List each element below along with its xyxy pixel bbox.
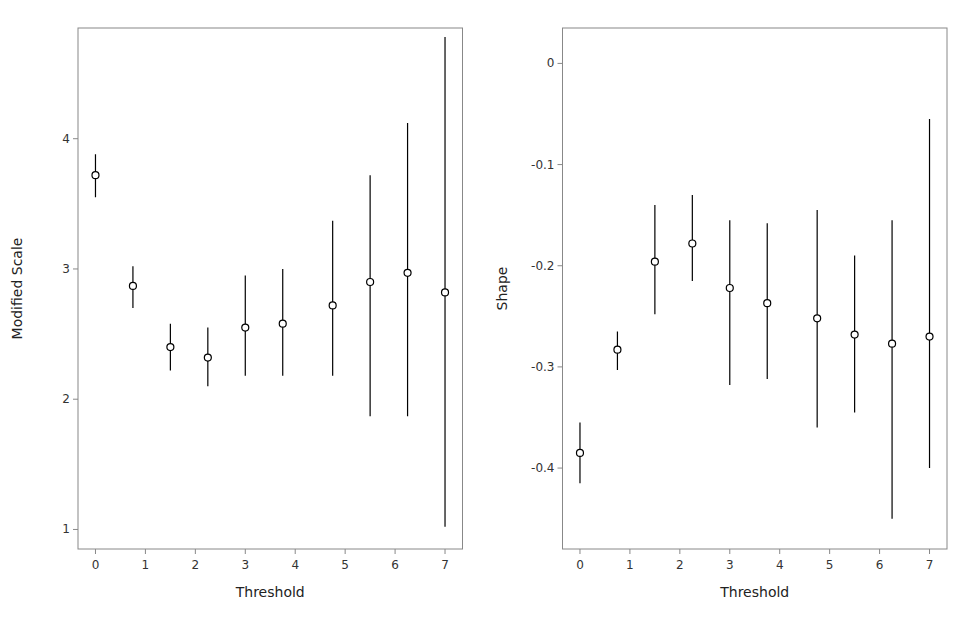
x-tick-label: 1 <box>142 558 150 572</box>
y-tick-label: 1 <box>62 522 70 536</box>
x-tick-label: 7 <box>441 558 449 572</box>
y-tick <box>73 138 78 139</box>
point <box>92 172 99 179</box>
point <box>204 354 211 361</box>
point <box>651 258 658 265</box>
x-tick <box>829 549 830 554</box>
chart-svg: 0 1 2 3 4 5 6 7 1 2 3 4 Threshold Modified Scale 0 1 2 3 4… <box>0 0 969 619</box>
point <box>442 289 449 296</box>
x-tick <box>679 549 680 554</box>
y-tick <box>558 366 563 367</box>
y-tick-label: -0.3 <box>531 360 554 374</box>
x-tick-label: 0 <box>576 558 584 572</box>
panel: 0 1 2 3 4 5 6 7 1 2 3 4 Threshold Modified Scale <box>9 28 463 600</box>
y-tick-label: 3 <box>62 262 70 276</box>
point <box>576 449 583 456</box>
point <box>926 333 933 340</box>
x-tick-label: 3 <box>726 558 734 572</box>
point <box>726 284 733 291</box>
point <box>851 331 858 338</box>
error-bar <box>891 220 892 518</box>
point <box>129 282 136 289</box>
x-tick <box>145 549 146 554</box>
x-tick <box>729 549 730 554</box>
x-tick-label: 5 <box>341 558 349 572</box>
y-tick <box>73 399 78 400</box>
point <box>889 340 896 347</box>
error-bar <box>332 221 333 376</box>
point <box>404 269 411 276</box>
x-tick <box>95 549 96 554</box>
x-tick-label: 0 <box>92 558 100 572</box>
error-bar <box>444 37 445 527</box>
error-bar <box>370 175 371 416</box>
y-axis-label: Modified Scale <box>9 238 25 340</box>
error-bar <box>692 195 693 281</box>
x-axis-label: Threshold <box>235 584 305 600</box>
x-tick-label: 4 <box>291 558 299 572</box>
y-tick-label: 4 <box>62 132 70 146</box>
x-tick <box>345 549 346 554</box>
point <box>329 302 336 309</box>
y-tick-label: -0.2 <box>531 259 554 273</box>
x-tick <box>629 549 630 554</box>
y-tick <box>558 468 563 469</box>
x-tick <box>779 549 780 554</box>
x-tick-label: 5 <box>826 558 834 572</box>
x-tick <box>195 549 196 554</box>
y-tick <box>558 63 563 64</box>
y-tick <box>558 164 563 165</box>
point <box>764 300 771 307</box>
x-tick-label: 2 <box>676 558 684 572</box>
marks <box>576 119 933 519</box>
y-tick <box>73 529 78 530</box>
point <box>814 315 821 322</box>
x-tick <box>879 549 880 554</box>
marks <box>92 37 449 527</box>
x-tick-label: 4 <box>776 558 784 572</box>
y-tick <box>73 268 78 269</box>
y-tick-label: -0.4 <box>531 461 554 475</box>
plot-frame <box>78 28 463 549</box>
x-tick-label: 6 <box>876 558 884 572</box>
y-tick-label: 2 <box>62 392 70 406</box>
x-tick <box>445 549 446 554</box>
x-tick-label: 3 <box>241 558 249 572</box>
x-tick <box>579 549 580 554</box>
x-tick-label: 1 <box>626 558 634 572</box>
y-tick <box>558 265 563 266</box>
x-tick-label: 2 <box>192 558 200 572</box>
x-tick-label: 7 <box>926 558 934 572</box>
point <box>614 346 621 353</box>
y-axis-label: Shape <box>494 267 510 311</box>
point <box>689 240 696 247</box>
x-tick <box>929 549 930 554</box>
y-tick-label: 0 <box>547 56 555 70</box>
x-tick <box>245 549 246 554</box>
x-axis-label: Threshold <box>719 584 789 600</box>
plot-frame <box>563 28 948 549</box>
chart-container: 0 1 2 3 4 5 6 7 1 2 3 4 Threshold Modified Scale 0 1 2 3 4… <box>0 0 969 619</box>
x-tick <box>295 549 296 554</box>
x-tick <box>395 549 396 554</box>
error-bar <box>729 220 730 385</box>
error-bar <box>929 119 930 468</box>
point <box>367 278 374 285</box>
point <box>167 344 174 351</box>
panel: 0 1 2 3 4 5 6 7 -0.4 -0.3 -0.2 -0.1 0 Threshold Shape <box>494 28 948 600</box>
point <box>279 320 286 327</box>
x-tick-label: 6 <box>391 558 399 572</box>
y-tick-label: -0.1 <box>531 158 554 172</box>
point <box>242 324 249 331</box>
